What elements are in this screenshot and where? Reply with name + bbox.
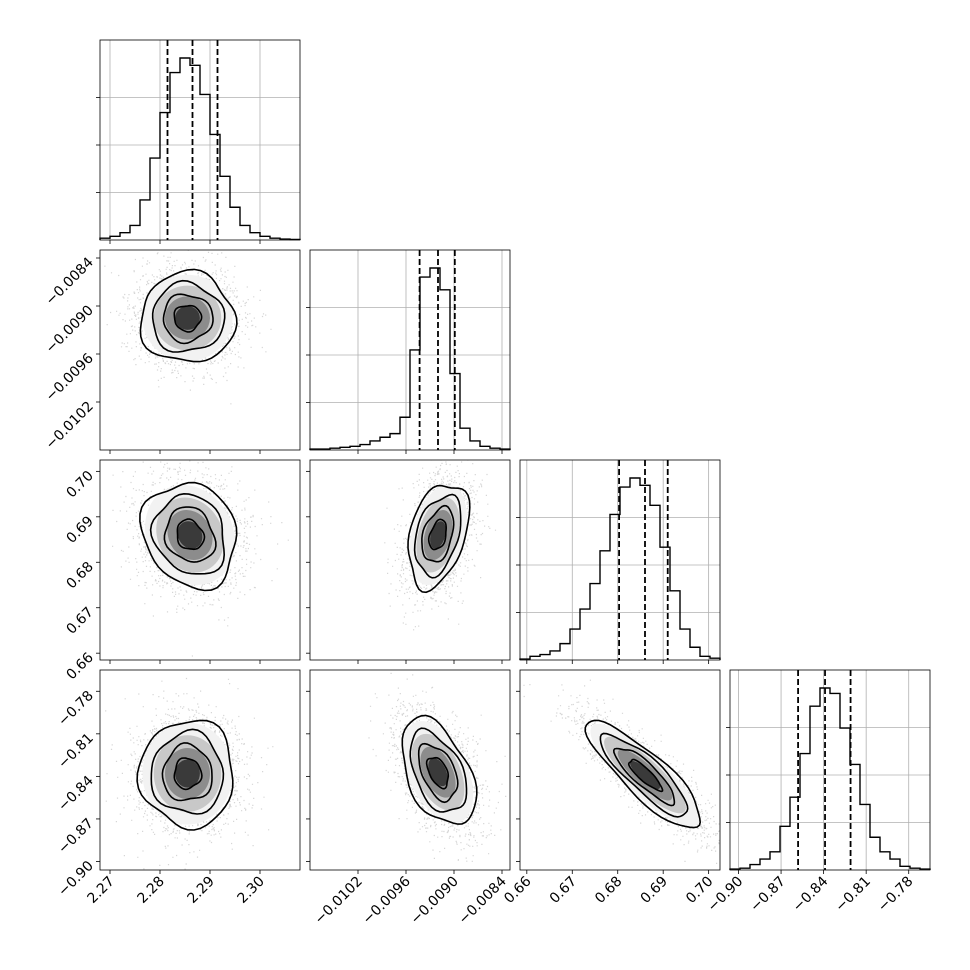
density-fill-core [428, 758, 448, 787]
x-tick-label: −0.0102 [312, 874, 366, 928]
y-tick-label: 0.70 [63, 468, 96, 501]
density-fill-core [430, 521, 446, 549]
contour-line-4 [425, 756, 450, 790]
x-tick-label: 2.29 [184, 874, 217, 907]
pair-panel-3-4 [516, 669, 721, 874]
x-tick-label: −0.78 [875, 874, 917, 916]
contour-line-4 [173, 304, 203, 333]
x-tick-label: 2.27 [84, 874, 117, 907]
panel-frame [99, 459, 301, 661]
x-tick-label: 0.67 [547, 874, 580, 907]
histogram-step [309, 267, 511, 450]
hist-panel-1 [96, 39, 301, 244]
contour-line-2 [413, 493, 462, 579]
panel-frame [519, 669, 721, 871]
contour-line-4 [627, 758, 664, 793]
y-tick-label: −0.0084 [43, 254, 97, 308]
pair-content [384, 460, 497, 631]
y-tick-label: −0.0090 [43, 303, 97, 357]
contour-line-2 [151, 279, 226, 353]
y-tick-label: 0.68 [63, 559, 96, 592]
panel-frame [729, 669, 931, 871]
pair-content [112, 460, 289, 657]
x-tick-label: 0.69 [638, 874, 671, 907]
density-fill-core [175, 306, 200, 330]
x-tick-label: −0.0090 [408, 874, 462, 928]
pair-panel-1-2 [96, 249, 301, 454]
contour-line-3 [417, 742, 459, 804]
histogram-step [729, 687, 931, 870]
panel-frame [309, 669, 511, 871]
contour-line-1 [136, 719, 234, 831]
y-tick-label: 0.69 [63, 513, 96, 546]
x-tick-label: −0.0084 [456, 873, 510, 927]
x-tick-label: −0.0096 [360, 873, 414, 927]
contour-line-2 [409, 727, 468, 813]
contour-line-4 [176, 518, 206, 551]
x-tick-label: 0.66 [501, 873, 534, 906]
hist-panel-3 [516, 459, 721, 664]
pair-content [368, 672, 507, 862]
contour-line-3 [162, 293, 214, 345]
density-fill-core [175, 759, 200, 788]
contour-line-4 [427, 518, 448, 551]
y-tick-label: 0.67 [63, 604, 96, 637]
contour-line-2 [599, 732, 689, 818]
x-tick-label: −0.84 [790, 873, 832, 915]
contour-line-1 [139, 481, 238, 592]
x-tick-label: −0.87 [747, 874, 789, 916]
contour-line-3 [612, 747, 676, 807]
x-tick-label: 0.68 [592, 874, 625, 907]
contour-line-3 [161, 742, 213, 802]
panel-frame [519, 459, 721, 661]
pair-panel-2-4 [306, 669, 511, 874]
contour-line-1 [139, 268, 238, 363]
y-tick-label: −0.78 [55, 688, 97, 730]
y-tick-label: −0.87 [55, 815, 97, 857]
panel-frame [99, 39, 301, 241]
y-tick-label: −0.0096 [43, 350, 97, 404]
contour-line-3 [163, 506, 217, 563]
x-tick-label: 2.28 [134, 874, 167, 907]
panel-frame [99, 249, 301, 451]
panel-frame [99, 669, 301, 871]
pair-panel-1-3 [96, 459, 301, 664]
contour-line-3 [421, 504, 455, 563]
density-fill-core [630, 760, 660, 790]
pair-panel-2-3 [306, 459, 511, 664]
pair-content [105, 677, 274, 870]
contour-line-2 [149, 492, 226, 575]
histogram-step [519, 477, 721, 660]
x-tick-label: −0.81 [832, 874, 874, 916]
pair-panel-1-4 [96, 669, 301, 874]
contour-line-1 [401, 714, 478, 825]
contour-line-1 [407, 484, 471, 594]
x-tick-label: 2.30 [234, 874, 267, 907]
y-tick-label: −0.84 [55, 773, 97, 815]
y-tick-label: −0.0102 [43, 399, 97, 453]
pair-content [104, 250, 272, 405]
panel-frame [309, 249, 511, 451]
y-tick-label: 0.66 [63, 650, 96, 683]
panel-frame [309, 459, 511, 661]
hist-panel-4 [726, 669, 931, 874]
pair-content [523, 679, 720, 864]
contour-line-2 [150, 728, 225, 815]
hist-panel-2 [306, 249, 511, 454]
y-tick-label: −0.81 [55, 730, 97, 772]
histogram-step [99, 57, 301, 241]
density-fill-core [177, 521, 203, 549]
contour-line-4 [173, 757, 203, 791]
contour-line-1 [584, 719, 702, 829]
